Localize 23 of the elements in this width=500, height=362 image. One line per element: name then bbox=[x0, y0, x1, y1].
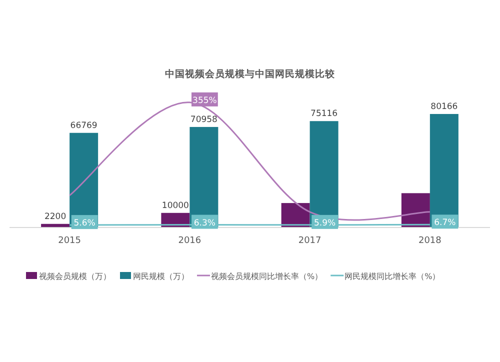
chart-title: 中国视频会员规模与中国网民规模比较 bbox=[165, 68, 336, 80]
data-label: 5.9% bbox=[314, 218, 336, 228]
data-label: 5.6% bbox=[74, 218, 96, 229]
bar bbox=[41, 224, 70, 227]
data-label: 355% bbox=[192, 96, 217, 106]
data-label: 6.3% bbox=[194, 218, 216, 228]
data-label: 6.7% bbox=[434, 218, 456, 228]
data-label: 80166 bbox=[430, 102, 458, 112]
data-label: 70958 bbox=[190, 114, 218, 125]
x-tick-label: 2017 bbox=[298, 236, 322, 246]
legend-label: 视频会员规模（万） bbox=[39, 272, 111, 281]
legend-label: 网民规模同比增长率（%） bbox=[344, 272, 440, 281]
x-tick-label: 2018 bbox=[418, 236, 442, 246]
legend-label: 网民规模（万） bbox=[133, 272, 189, 281]
bar bbox=[401, 193, 430, 227]
legend-label: 视频会员规模同比增长率（%） bbox=[211, 272, 323, 281]
data-label: 75116 bbox=[310, 109, 338, 120]
bar bbox=[281, 203, 310, 227]
data-label: 66769 bbox=[70, 120, 98, 131]
data-label: 2200 bbox=[44, 212, 66, 222]
x-tick-label: 2015 bbox=[58, 236, 82, 246]
data-label: 10000 bbox=[162, 200, 189, 211]
x-tick-label: 2016 bbox=[178, 236, 202, 246]
